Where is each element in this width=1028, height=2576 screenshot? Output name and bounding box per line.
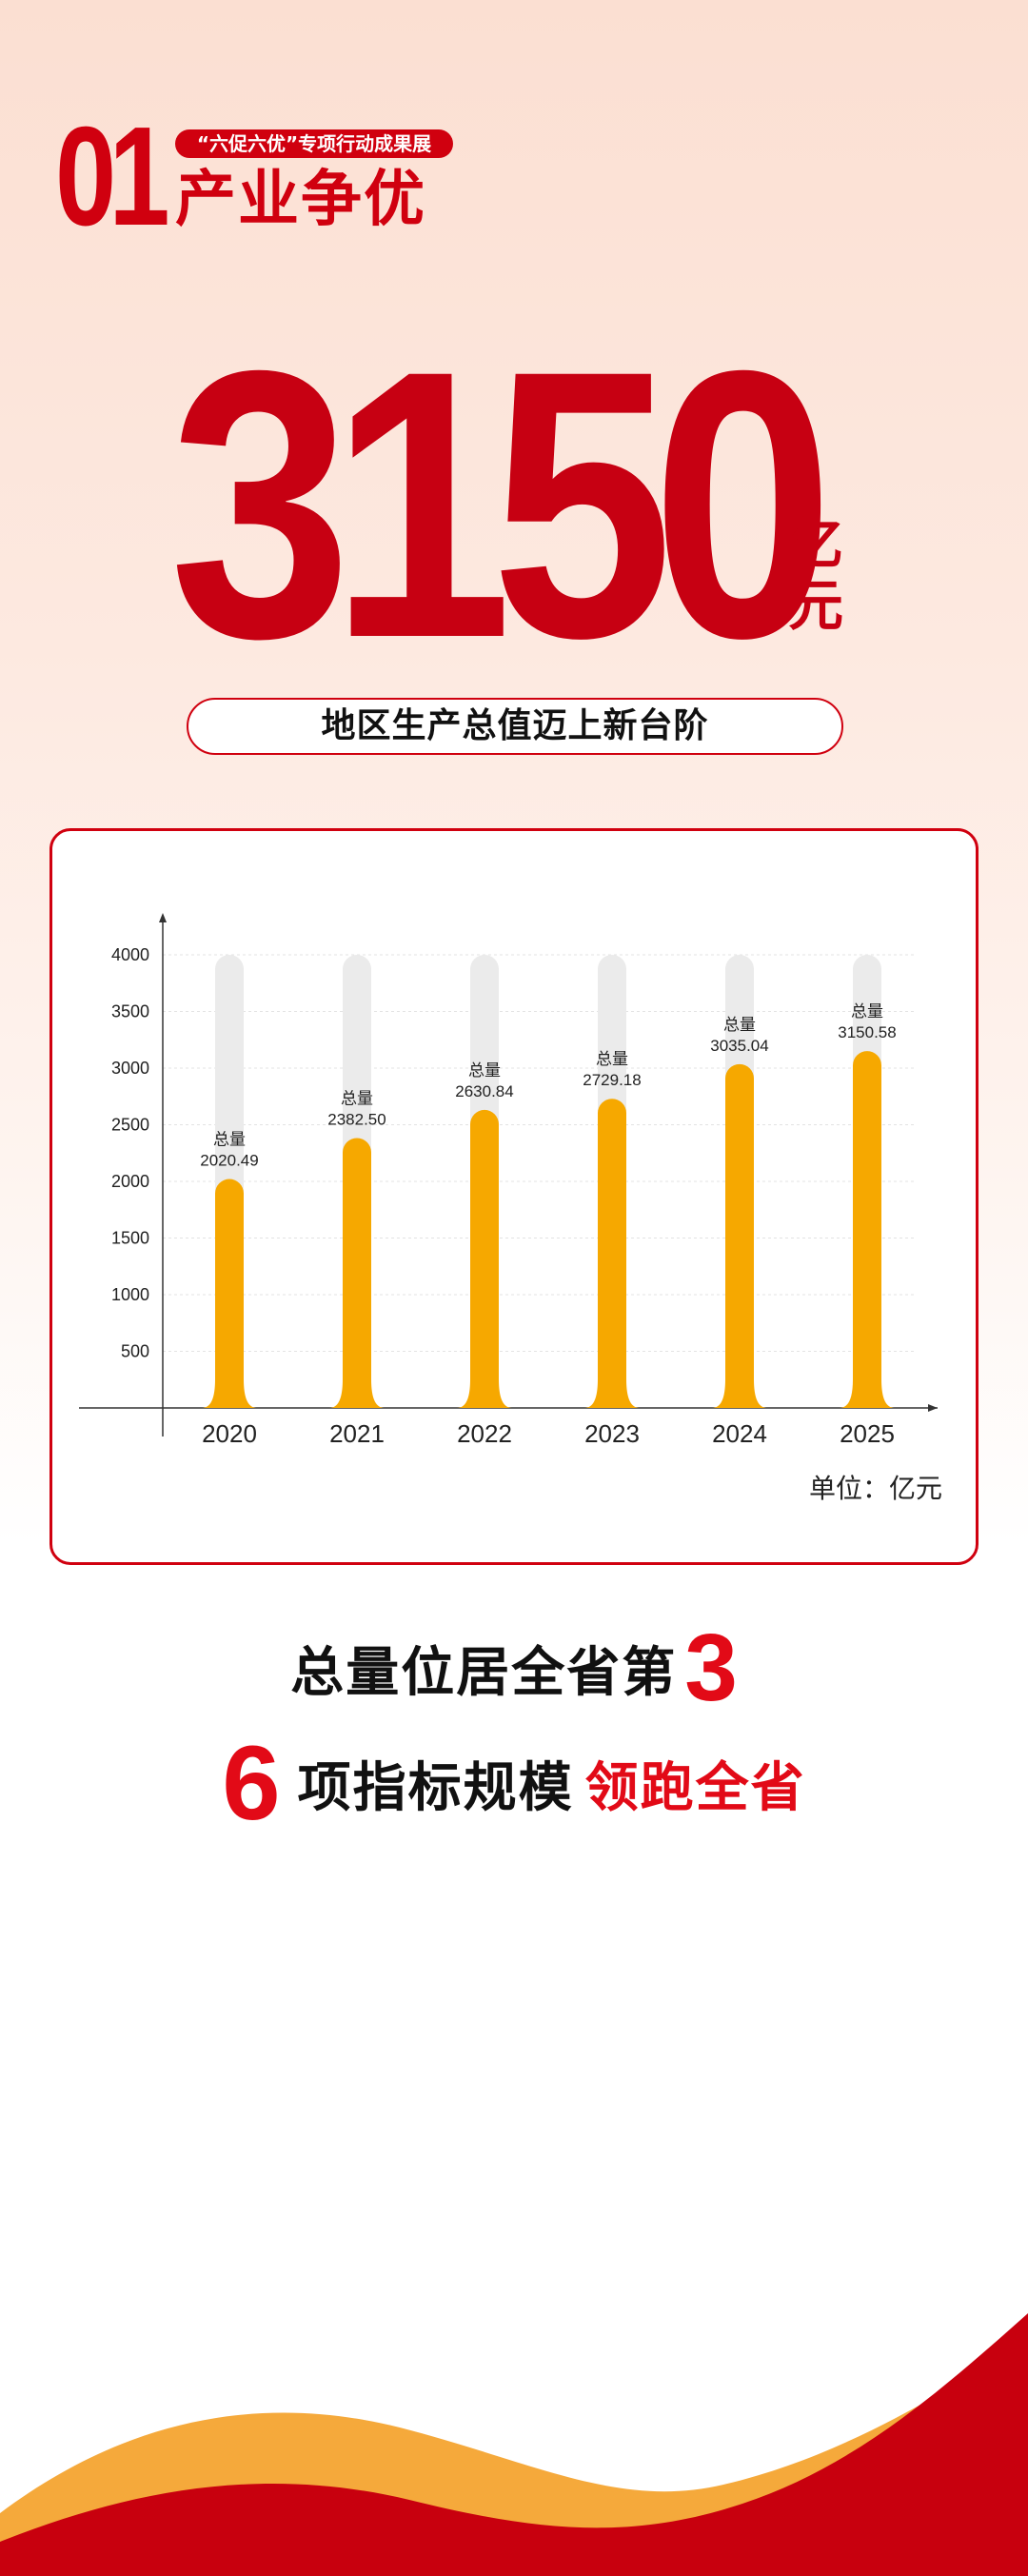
gdp-bar-chart: 500 1000 1500 2000 2500 3000 3500 4000 总量 2020.49…: [79, 913, 938, 1448]
bar-base: [584, 1379, 640, 1408]
bar-base: [840, 1379, 895, 1408]
bar: [215, 1179, 244, 1402]
x-tick-label: 2021: [329, 1419, 385, 1448]
indicator-count: 6: [222, 1725, 281, 1842]
bar-base: [202, 1379, 257, 1408]
data-label-prefix: 总量: [851, 1002, 883, 1021]
section-title: 产业争优: [175, 165, 426, 235]
x-tick-label: 2024: [712, 1419, 767, 1448]
hero-unit-line2: 元: [788, 573, 844, 638]
data-label: 2382.50: [327, 1110, 386, 1128]
bar-base: [712, 1379, 767, 1408]
y-tick-label: 2500: [111, 1116, 149, 1135]
y-tick-label: 1500: [111, 1229, 149, 1248]
x-tick-label: 2020: [202, 1419, 257, 1448]
data-label: 2729.18: [583, 1071, 641, 1089]
hero-unit-line1: 亿: [788, 512, 844, 577]
data-label: 3035.04: [710, 1037, 768, 1055]
data-label-prefix: 总量: [596, 1050, 628, 1069]
hero-unit: 亿 元: [788, 514, 855, 647]
chart-card: 500 1000 1500 2000 2500 3000 3500 4000 总量 2020.49…: [49, 828, 979, 1565]
decorative-waves: [0, 2313, 1028, 2576]
indicator-highlight: 领跑全省: [584, 1757, 806, 1819]
data-label: 2630.84: [455, 1082, 513, 1100]
red-wave: [0, 2313, 1028, 2576]
x-tick-label: 2022: [457, 1419, 512, 1448]
y-tick-label: 3000: [111, 1059, 149, 1078]
rank-text: 总量位居全省第: [290, 1642, 678, 1704]
chart-unit-label: 单位：亿元: [808, 1473, 942, 1504]
data-label-prefix: 总量: [341, 1089, 373, 1108]
rank-statement: 总量位居全省第3: [0, 1614, 1028, 1721]
bar-base: [457, 1379, 512, 1408]
hero-value: 3150: [169, 291, 834, 717]
data-label: 3150.58: [838, 1023, 896, 1041]
data-label-prefix: 总量: [468, 1061, 501, 1080]
y-axis-arrow: [159, 913, 167, 922]
indicator-text: 项指标规模: [297, 1757, 574, 1819]
campaign-tag: “六促六优”专项行动成果展: [175, 129, 453, 158]
y-tick-label: 3500: [111, 1002, 149, 1021]
bar: [598, 1099, 626, 1402]
y-tick-label: 2000: [111, 1172, 149, 1191]
data-label-prefix: 总量: [213, 1131, 246, 1150]
hero-caption: 地区生产总值迈上新台阶: [187, 698, 843, 755]
y-tick-label: 4000: [111, 945, 149, 964]
x-tick-label: 2023: [584, 1419, 640, 1448]
section-number: 01: [55, 98, 170, 255]
bar: [725, 1063, 754, 1402]
rank-value: 3: [684, 1615, 738, 1721]
indicator-statement: 6 项指标规模 领跑全省: [0, 1723, 1028, 1842]
bar: [343, 1138, 371, 1402]
bar: [853, 1051, 881, 1402]
data-label-prefix: 总量: [723, 1016, 756, 1035]
x-axis-arrow: [928, 1404, 938, 1412]
bar-base: [329, 1379, 385, 1408]
y-tick-label: 500: [121, 1342, 149, 1361]
data-label: 2020.49: [200, 1152, 258, 1170]
bar: [470, 1109, 499, 1402]
x-tick-label: 2025: [840, 1419, 895, 1448]
y-tick-label: 1000: [111, 1285, 149, 1304]
